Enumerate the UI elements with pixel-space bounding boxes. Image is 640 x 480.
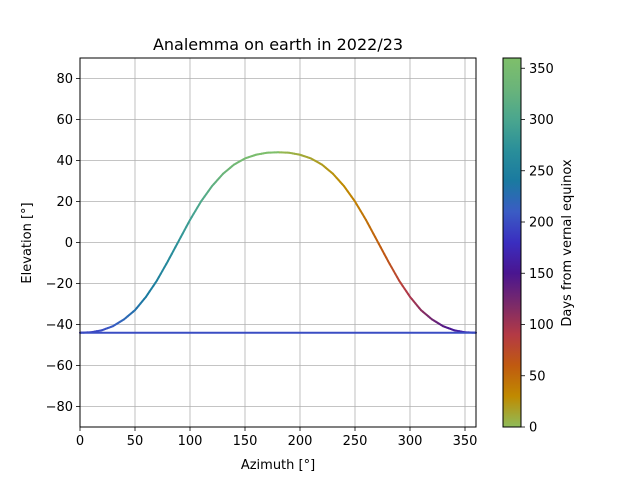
colorbar-tick-label: 250 [529,164,554,179]
plot-area [79,151,477,334]
y-tick-label: 0 [65,236,73,251]
colorbar-ticks: 0 50 100 150 200 250 300 350 [521,62,554,436]
y-tick-label: 40 [56,154,73,169]
y-tick-label: 20 [56,195,73,210]
y-tick-label: −60 [46,359,73,374]
colorbar-label: Days from vernal equinox [560,159,575,327]
y-tick-label: 60 [56,113,73,128]
colorbar-tick-label: 200 [529,216,554,231]
colorbar-tick-label: 50 [529,369,546,384]
y-tick-label: −40 [46,318,73,333]
y-axis: −80 −60 −40 −20 0 20 40 60 80 [46,72,80,415]
x-tick-label: 250 [343,434,368,449]
x-tick-label: 50 [127,434,144,449]
colorbar: 0 50 100 150 200 250 300 350 Days from vernal e… [502,57,575,436]
x-tick-label: 0 [76,434,84,449]
colorbar-tick-label: 100 [529,318,554,333]
x-tick-label: 150 [233,434,258,449]
x-tick-label: 100 [178,434,203,449]
x-axis-label: Azimuth [°] [241,458,315,473]
y-tick-label: −80 [46,400,73,415]
grid [79,58,476,427]
y-tick-label: −20 [46,277,73,292]
x-tick-label: 350 [453,434,478,449]
colorbar-tick-label: 0 [529,421,537,436]
colorbar-tick-label: 300 [529,113,554,128]
y-axis-label: Elevation [°] [20,202,35,283]
y-tick-label: 80 [56,72,73,87]
chart-title: Analemma on earth in 2022/23 [153,35,403,54]
colorbar-tick-label: 350 [529,62,554,77]
colorbar-tick-label: 150 [529,267,554,282]
x-tick-label: 300 [398,434,423,449]
colorbar-gradient [502,57,522,428]
x-axis: 0 50 100 150 200 250 300 350 [76,427,478,449]
x-tick-label: 200 [288,434,313,449]
